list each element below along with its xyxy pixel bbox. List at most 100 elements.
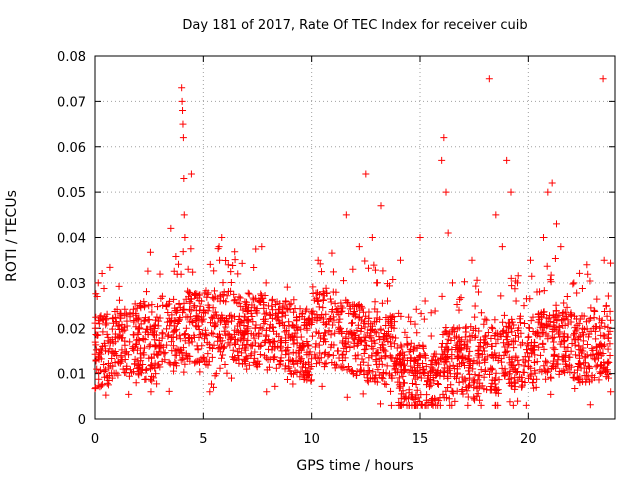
data-point-cloud xyxy=(329,321,337,329)
data-point-cloud xyxy=(219,279,227,287)
data-point-cloud xyxy=(261,338,269,346)
data-point-cloud xyxy=(303,338,311,346)
data-point-cloud xyxy=(505,341,513,349)
data-point-cloud xyxy=(320,338,328,346)
data-point-cloud xyxy=(227,287,235,295)
data-point-cloud xyxy=(440,350,448,358)
data-point-cloud xyxy=(388,374,396,382)
data-point-cloud xyxy=(175,300,183,308)
data-point-cloud xyxy=(601,341,609,349)
data-point-cloud xyxy=(276,319,284,327)
data-point-cloud xyxy=(97,382,105,390)
data-point-cloud xyxy=(438,343,446,351)
data-point-cloud xyxy=(397,312,405,320)
data-point-cloud xyxy=(168,311,176,319)
data-point-cloud xyxy=(327,343,335,351)
data-point-cloud xyxy=(311,343,319,351)
data-point-cloud xyxy=(568,339,576,347)
data-point-cloud xyxy=(508,328,516,336)
data-point-cloud xyxy=(222,298,230,306)
data-point-cloud xyxy=(283,375,291,383)
data-point-cloud xyxy=(329,268,337,276)
data-point-cloud xyxy=(371,298,379,306)
data-point xyxy=(180,211,188,219)
data-point-cloud xyxy=(488,323,496,331)
data-point-cloud xyxy=(312,360,320,368)
data-point-cloud xyxy=(337,363,345,371)
data-point-cloud xyxy=(579,344,587,352)
data-point-cloud xyxy=(91,385,99,393)
axis-ticks: 0 0.01 0.02 0.03 0.04 0.05 0.06 0.07 0.08 0 5 10 15 2… xyxy=(57,50,615,447)
data-point-cloud xyxy=(315,303,323,311)
data-point-cloud xyxy=(559,310,567,318)
data-point-cloud xyxy=(196,358,204,366)
data-point-cloud xyxy=(542,375,550,383)
data-point-cloud xyxy=(576,360,584,368)
data-point-cloud xyxy=(442,387,450,395)
data-point-cloud xyxy=(220,327,228,335)
data-point-cloud xyxy=(172,252,180,260)
data-point-cloud xyxy=(369,368,377,376)
data-point-cloud xyxy=(97,350,105,358)
data-point-cloud xyxy=(572,336,580,344)
data-point-cloud xyxy=(309,289,317,297)
data-point-cloud xyxy=(181,360,189,368)
data-point-cloud xyxy=(524,357,532,365)
data-point-cloud xyxy=(316,349,324,357)
data-point-cloud xyxy=(131,300,139,308)
data-point-cloud xyxy=(118,346,126,354)
data-point-cloud xyxy=(209,330,217,338)
data-point-cloud xyxy=(428,364,436,372)
data-point-cloud xyxy=(585,363,593,371)
data-point-cloud xyxy=(427,332,435,340)
data-points xyxy=(91,75,615,409)
data-point-cloud xyxy=(336,325,344,333)
data-point-cloud xyxy=(465,374,473,382)
data-point-cloud xyxy=(593,361,601,369)
data-point xyxy=(427,361,435,369)
data-point-cloud xyxy=(266,355,274,363)
data-point-cloud xyxy=(281,328,289,336)
data-point-cloud xyxy=(104,381,112,389)
data-point xyxy=(262,279,270,287)
data-point-cloud xyxy=(170,295,178,303)
data-point-cloud xyxy=(561,353,569,361)
data-point-cloud xyxy=(420,366,428,374)
data-point-cloud xyxy=(592,343,600,351)
data-point-cloud xyxy=(145,354,153,362)
data-point-cloud xyxy=(206,260,214,268)
data-point-cloud xyxy=(358,355,366,363)
data-point-cloud xyxy=(134,316,142,324)
data-point-cloud xyxy=(387,333,395,341)
data-point-cloud xyxy=(586,401,594,409)
data-point-cloud xyxy=(539,340,547,348)
data-point-cloud xyxy=(376,335,384,343)
data-point-cloud xyxy=(499,318,507,326)
data-point-cloud xyxy=(373,308,381,316)
data-point-cloud xyxy=(156,342,164,350)
data-point xyxy=(178,84,186,92)
data-point-cloud xyxy=(318,382,326,390)
data-point-cloud xyxy=(560,343,568,351)
data-point xyxy=(342,211,350,219)
data-point xyxy=(468,256,476,264)
data-point-cloud xyxy=(573,289,581,297)
data-point-cloud xyxy=(410,343,418,351)
data-point-cloud xyxy=(282,351,290,359)
data-point-cloud xyxy=(385,370,393,378)
data-point-cloud xyxy=(386,282,394,290)
data-point-cloud xyxy=(547,278,555,286)
data-point-cloud xyxy=(526,372,534,380)
data-point-cloud xyxy=(412,401,420,409)
data-point-cloud xyxy=(465,381,473,389)
data-point-cloud xyxy=(190,291,198,298)
data-point-cloud xyxy=(176,335,184,343)
data-point-cloud xyxy=(155,361,163,369)
data-point-cloud xyxy=(185,339,193,347)
data-point-cloud xyxy=(366,325,374,333)
data-point-cloud xyxy=(548,334,556,342)
data-point xyxy=(179,106,187,114)
data-point-cloud xyxy=(360,367,368,375)
data-point-cloud xyxy=(573,321,581,329)
data-point-cloud xyxy=(307,308,315,316)
